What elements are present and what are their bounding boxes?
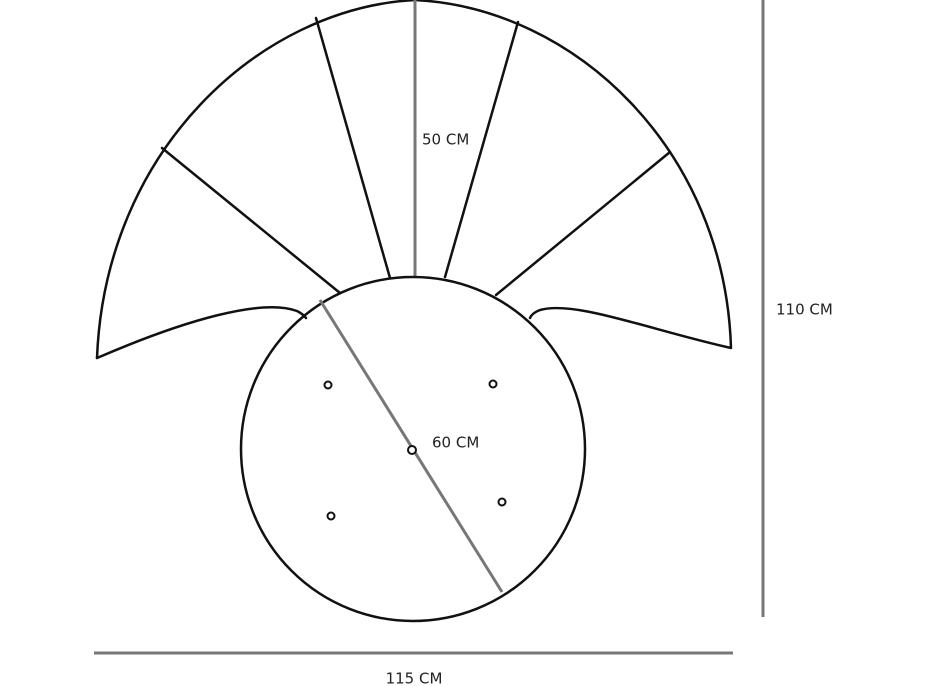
fan-divider (160, 146, 342, 295)
circle-body (239, 275, 587, 623)
fan-left-edge (95, 305, 308, 360)
dimension-label: 110 CM (776, 301, 833, 319)
mount-hole (323, 380, 333, 390)
fan-outline (95, 0, 733, 360)
mount-hole (488, 379, 498, 389)
mount-hole (326, 511, 336, 521)
fan-shape (95, 0, 733, 360)
fan-divider (494, 150, 672, 297)
fan-divider (314, 16, 392, 280)
mount-hole (497, 497, 507, 507)
dimension-label: 115 CM (386, 670, 443, 686)
fan-divider (443, 20, 520, 279)
dimension-label: 60 CM (432, 434, 479, 452)
dimension-label: 50 CM (422, 131, 469, 149)
center-point (407, 445, 417, 455)
